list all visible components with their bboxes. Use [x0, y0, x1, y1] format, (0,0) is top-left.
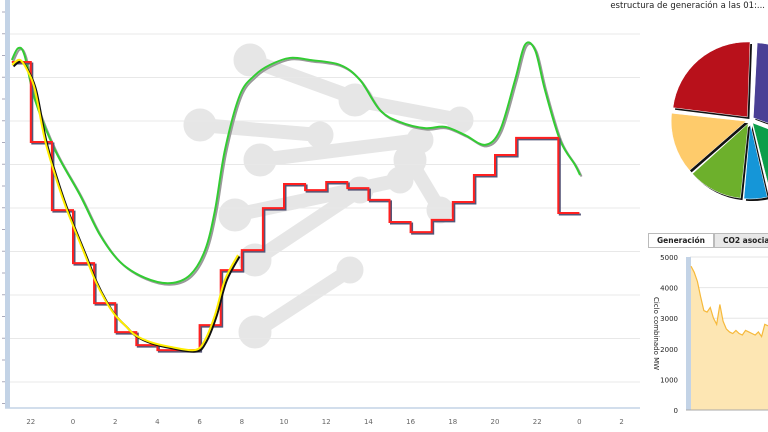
x-tick-label: 12	[322, 418, 331, 426]
area-line	[690, 265, 768, 338]
pie-slice-4	[670, 112, 747, 171]
watermark-dot	[393, 143, 427, 177]
x-tick-label: 10	[280, 418, 289, 426]
y-tick-label: 3000	[660, 315, 678, 323]
watermark-dot	[238, 315, 272, 349]
x-tick-label: 20	[491, 418, 500, 426]
x-tick-label: 0	[577, 418, 581, 426]
x-tick-label: 2	[619, 418, 623, 426]
series-shadow-1	[13, 62, 581, 353]
y-tick-label: 5000	[660, 254, 678, 262]
x-tick-label: 0	[71, 418, 75, 426]
pie-title: estructura de generación a las 01:...	[610, 1, 765, 11]
watermark-dot	[243, 143, 277, 177]
y-tick-label: 0	[674, 407, 678, 415]
x-tick-label: 16	[406, 418, 415, 426]
tab-generacion[interactable]: Generación	[648, 233, 714, 247]
x-tick-label: 2	[113, 418, 117, 426]
watermark-dot	[218, 198, 252, 232]
watermark-bar	[248, 183, 367, 267]
series-line-1	[11, 61, 580, 352]
watermark-bar	[348, 93, 467, 127]
y-axis-bar	[686, 257, 691, 410]
x-tick-label: 22	[26, 418, 35, 426]
watermark-logo	[183, 43, 474, 349]
watermark-dot	[183, 108, 217, 142]
side-panel: Generación CO2 asociado a g 5000 4000 3000…	[640, 0, 768, 432]
pie-slice-1	[752, 122, 768, 186]
pie-slice-3	[692, 122, 749, 199]
x-tick-label: 18	[448, 418, 457, 426]
watermark-dot	[336, 256, 364, 284]
x-tick-label: 8	[240, 418, 244, 426]
demand-chart: 22 0 2 4 6 8 10 12 14 16 18 20 22 0 2	[2, 0, 640, 426]
x-tick-label: 22	[533, 418, 542, 426]
y-tick-label: 1000	[660, 376, 678, 384]
watermark-bar	[228, 173, 407, 222]
series-group	[10, 41, 583, 353]
y-axis-label: Ciclo combinado MW	[652, 297, 660, 370]
watermark-bar	[253, 133, 427, 167]
x-tick-label: 6	[197, 418, 202, 426]
watermark-dot	[338, 83, 372, 117]
pie-slice-0	[753, 42, 768, 124]
pie-slice-2	[743, 123, 768, 200]
series-line-0	[10, 41, 581, 285]
watermark-dot	[233, 43, 267, 77]
y-tick-label: 4000	[660, 285, 678, 293]
generation-pie	[670, 41, 768, 201]
x-tick-label: 4	[155, 418, 160, 426]
watermark-bar	[193, 118, 327, 142]
grid-lines	[2, 11, 640, 404]
watermark-dot	[306, 121, 334, 149]
tab-divider	[648, 247, 768, 248]
tab-bar: Generación CO2 asociado a g	[648, 233, 768, 247]
combined-cycle-chart: 5000 4000 3000 2000 1000 0 Ciclo combinado MW	[652, 254, 768, 415]
series-line-2	[11, 58, 239, 352]
pie-slice-5	[672, 41, 751, 118]
watermark-bar	[248, 263, 357, 339]
y-axis-bar	[5, 0, 10, 408]
tab-co2[interactable]: CO2 asociado a g	[713, 233, 768, 247]
y-tick-label: 2000	[660, 346, 678, 354]
x-axis-ticks: 22 0 2 4 6 8 10 12 14 16 18 20 22 0 2	[26, 418, 623, 426]
x-tick-label: 14	[364, 418, 373, 426]
area-fill	[691, 266, 768, 410]
series-shadow-2	[12, 60, 241, 353]
